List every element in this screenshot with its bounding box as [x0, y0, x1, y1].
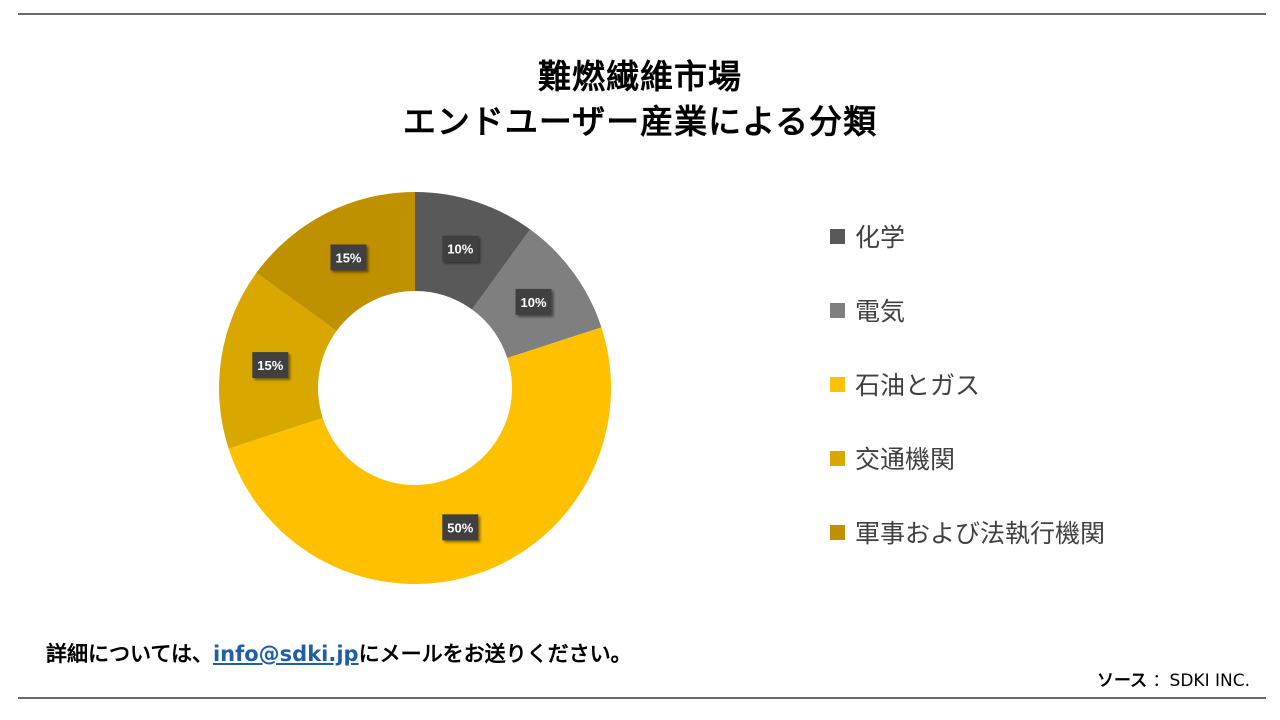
contact-note: 詳細については、info@sdki.jpにメールをお送りください。: [46, 638, 632, 668]
bottom-rule: [18, 697, 1266, 699]
data-label-text-5: 15%: [335, 250, 361, 265]
data-label-text-3: 50%: [447, 520, 473, 535]
chart-subtitle: エンドユーザー産業による分類: [402, 102, 878, 141]
data-label-box-5: [330, 244, 367, 271]
legend-label-3: 石油とガス: [855, 371, 981, 400]
donut-slice-3: [228, 327, 611, 584]
legend-item-5: 軍事および法執行機関: [830, 512, 1105, 552]
data-label-5: 15%: [330, 244, 367, 271]
source-credit: ソース ：SDKI INC.: [1097, 666, 1250, 691]
legend-label-5: 軍事および法執行機関: [855, 519, 1106, 548]
legend-label-1: 化学: [855, 223, 906, 252]
data-label-box-3: [442, 514, 479, 541]
data-label-4: 15%: [252, 352, 289, 379]
legend-item-2: 電気: [830, 290, 1105, 330]
data-label-3: 50%: [442, 514, 479, 541]
source-label: ソース: [1096, 671, 1148, 691]
legend-swatch-2: [830, 302, 845, 318]
legend-swatch-3: [830, 376, 845, 392]
legend-label-4: 交通機関: [855, 445, 956, 474]
legend-item-4: 交通機関: [830, 438, 1105, 478]
legend-swatch-4: [830, 450, 845, 466]
data-label-text-1: 10%: [447, 242, 473, 257]
chart-legend: 化学電気石油とガス交通機関軍事および法執行機関: [830, 216, 1105, 586]
contact-text-after: にメールをお送りください。: [358, 642, 632, 666]
data-label-box-1: [442, 235, 479, 262]
data-label-box-4: [252, 352, 289, 379]
contact-email-link[interactable]: info@sdki.jp: [212, 642, 359, 666]
data-label-text-2: 10%: [521, 295, 547, 310]
legend-swatch-5: [830, 524, 845, 540]
legend-label-2: 電気: [855, 297, 906, 326]
data-label-1: 10%: [442, 235, 479, 262]
top-rule: [18, 13, 1266, 15]
data-label-2: 10%: [515, 288, 552, 315]
legend-item-3: 石油とガス: [830, 364, 1105, 404]
donut-chart: 10% 10% 50% 15% 15%: [219, 192, 611, 584]
chart-title: 難燃繊維市場: [538, 57, 742, 96]
source-value: ：SDKI INC.: [1152, 671, 1250, 691]
legend-item-1: 化学: [830, 216, 1105, 256]
legend-swatch-1: [830, 228, 845, 244]
data-label-box-2: [515, 288, 552, 315]
data-label-text-4: 15%: [257, 358, 283, 373]
contact-text-before: 詳細については、: [46, 642, 213, 666]
